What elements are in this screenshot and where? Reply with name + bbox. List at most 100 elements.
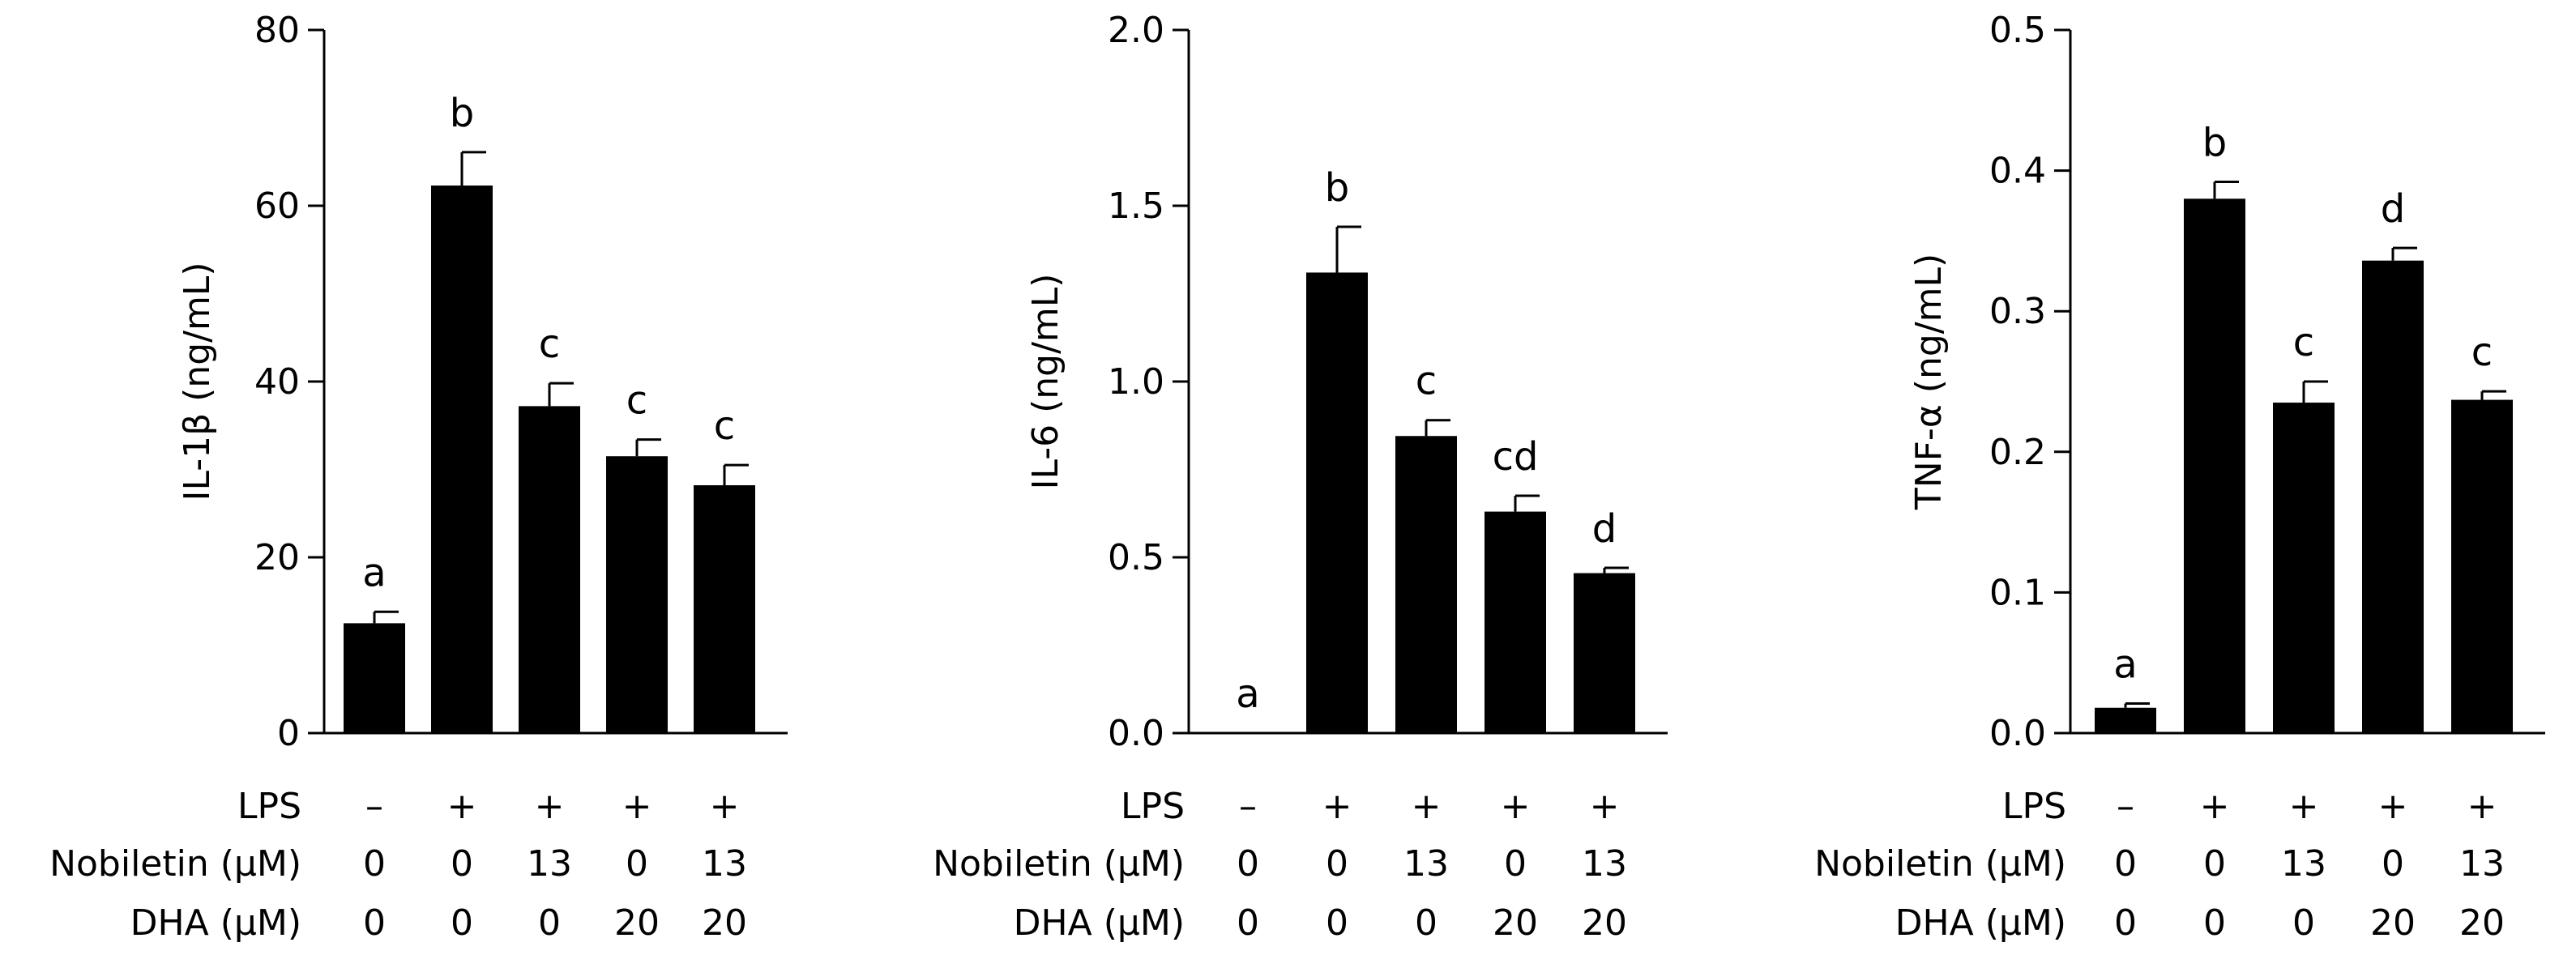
condition-value: 0 [363, 843, 386, 885]
bar [2095, 707, 2156, 733]
condition-value: 0 [1237, 843, 1259, 885]
y-tick-label: 0.3 [1989, 291, 2046, 332]
condition-row-label: Nobiletin (μM) [49, 843, 301, 885]
y-tick-label: 1.0 [1108, 361, 1164, 403]
condition-value: 0 [451, 902, 473, 944]
condition-value: – [365, 786, 383, 827]
bar [1395, 436, 1457, 733]
significance-letter: b [2202, 120, 2227, 165]
y-tick-label: 0 [277, 713, 300, 754]
significance-letter: b [1325, 165, 1349, 211]
condition-value: – [2117, 786, 2134, 827]
chart-panel-2: 0.0 0.5 1.0 1.5 2.0 IL-6 (ng/mL) a b c cd d LPS – + + +… [933, 10, 1668, 944]
y-tick-label: 0.1 [1989, 572, 2046, 613]
condition-value: 0 [2203, 843, 2226, 885]
bar [1574, 573, 1635, 733]
condition-value: 13 [2281, 843, 2326, 885]
significance-letter: a [362, 550, 386, 595]
condition-value: 0 [538, 902, 561, 944]
condition-value: + [1412, 786, 1442, 827]
condition-value: 0 [2292, 902, 2315, 944]
y-axis-title: IL-6 (ng/mL) [1025, 274, 1066, 490]
significance-letter: a [2113, 642, 2137, 688]
y-tick-label: 0.2 [1989, 432, 2046, 473]
condition-row-label: DHA (μM) [1014, 902, 1185, 944]
bar [606, 456, 668, 733]
condition-value: 0 [2114, 843, 2137, 885]
condition-row-label: DHA (μM) [1895, 902, 2066, 944]
condition-value: 0 [2382, 843, 2404, 885]
condition-row-label: DHA (μM) [130, 902, 301, 944]
condition-value: + [1322, 786, 1352, 827]
bar [431, 185, 493, 734]
condition-value: + [1590, 786, 1620, 827]
y-tick-label: 0.5 [1989, 10, 2046, 51]
bar [1485, 511, 1546, 733]
bar [344, 623, 405, 733]
significance-letter: c [2293, 320, 2314, 365]
condition-value: + [2200, 786, 2230, 827]
significance-letter: d [2381, 186, 2405, 232]
bar [519, 406, 580, 733]
y-tick-label: 40 [254, 361, 300, 403]
bar [1306, 272, 1368, 734]
y-axis-title: IL-1β (ng/mL) [177, 262, 218, 501]
y-tick-label: 60 [254, 185, 300, 227]
bar [2362, 260, 2424, 734]
bar [2184, 198, 2245, 733]
condition-value: 20 [614, 902, 660, 944]
condition-value: 0 [2203, 902, 2226, 944]
condition-value: 0 [363, 902, 386, 944]
condition-value: 20 [1582, 902, 1627, 944]
y-tick-label: 2.0 [1108, 10, 1164, 51]
condition-value: 0 [2114, 902, 2137, 944]
condition-value: 20 [1493, 902, 1538, 944]
significance-letter: c [539, 322, 560, 367]
condition-value: 13 [2459, 843, 2505, 885]
condition-value: + [710, 786, 740, 827]
significance-letter: c [626, 378, 647, 424]
condition-value: + [2467, 786, 2497, 827]
condition-value: 13 [1403, 843, 1449, 885]
condition-value: 20 [702, 902, 747, 944]
y-tick-label: 0.5 [1108, 537, 1164, 578]
significance-letter: d [1592, 506, 1617, 552]
condition-value: – [1239, 786, 1257, 827]
condition-row-label: Nobiletin (μM) [1814, 843, 2066, 885]
condition-row-label: LPS [1121, 786, 1185, 827]
condition-value: 20 [2459, 902, 2505, 944]
condition-value: + [1501, 786, 1531, 827]
condition-value: + [535, 786, 565, 827]
y-tick-label: 0.0 [1989, 713, 2046, 754]
significance-letter: cd [1493, 434, 1539, 480]
condition-value: 20 [2370, 902, 2416, 944]
chart-panel-3: 0.0 0.1 0.2 0.3 0.4 0.5 TNF-α (ng/mL) a b c d c LPS –… [1814, 10, 2545, 944]
significance-letter: c [1416, 359, 1437, 404]
significance-letter: c [714, 403, 735, 449]
chart-panel-1: 0 20 40 60 80 IL-1β (ng/mL) a b c c c LPS – + + + + Nobil… [49, 10, 788, 944]
condition-value: + [447, 786, 477, 827]
condition-value: 0 [1326, 843, 1348, 885]
bar [694, 485, 755, 733]
y-tick-label: 20 [254, 537, 300, 578]
condition-value: 0 [1326, 902, 1348, 944]
condition-value: 13 [1582, 843, 1627, 885]
condition-value: + [2378, 786, 2408, 827]
bar [2273, 403, 2335, 733]
condition-value: 13 [702, 843, 747, 885]
condition-value: 0 [1415, 902, 1438, 944]
significance-letter: b [450, 91, 474, 136]
condition-value: 0 [1237, 902, 1259, 944]
condition-value: 0 [626, 843, 648, 885]
condition-value: + [622, 786, 652, 827]
y-tick-label: 0.4 [1989, 151, 2046, 192]
condition-value: 13 [527, 843, 572, 885]
y-tick-label: 1.5 [1108, 185, 1164, 227]
condition-value: + [2289, 786, 2319, 827]
condition-row-label: LPS [2002, 786, 2066, 827]
y-tick-label: 80 [254, 10, 300, 51]
significance-letter: c [2471, 330, 2493, 375]
significance-letter: a [1236, 672, 1259, 717]
